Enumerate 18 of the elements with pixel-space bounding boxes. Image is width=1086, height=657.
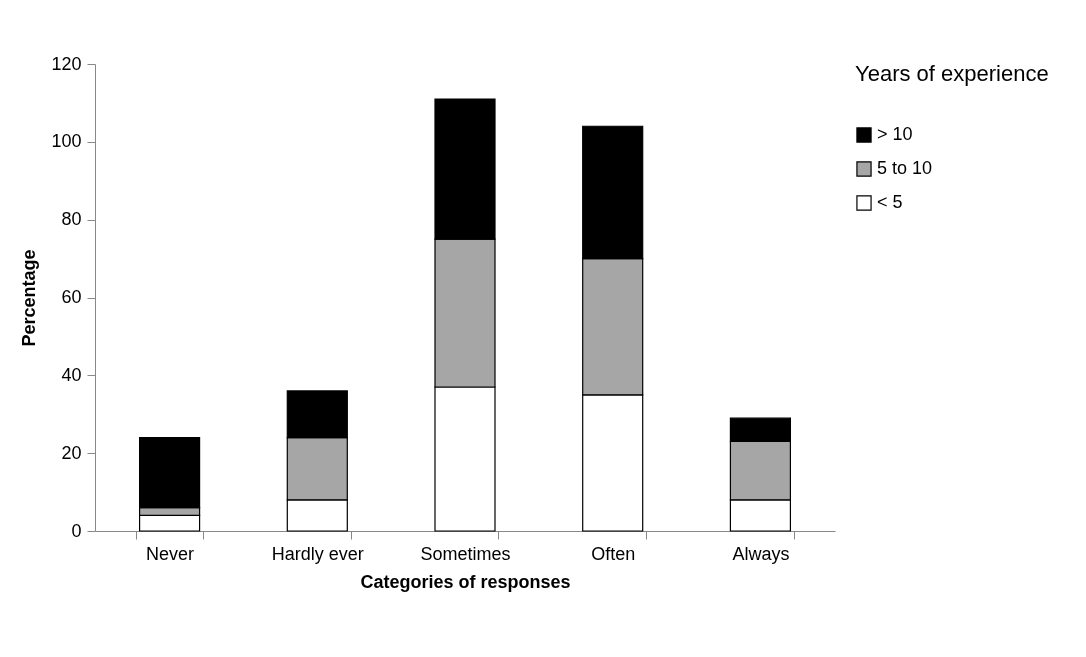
- legend-label: > 10: [877, 124, 913, 144]
- y-tick-label: 80: [61, 209, 82, 230]
- legend-title: Years of experience: [855, 61, 1049, 86]
- x-axis-title: Categories of responses: [360, 571, 571, 592]
- x-tick-label: Hardly ever: [271, 543, 364, 564]
- legend-label: < 5: [877, 192, 903, 212]
- y-tick-label: 100: [51, 131, 82, 152]
- y-tick-label: 20: [61, 442, 82, 463]
- y-tick-label: 40: [61, 364, 82, 385]
- y-tick-label: 120: [51, 53, 82, 74]
- x-tick-label: Never: [146, 543, 195, 564]
- x-tick-label: Sometimes: [420, 543, 511, 564]
- y-axis-title: Percentage: [19, 249, 40, 347]
- x-tick-label: Always: [732, 543, 790, 564]
- y-tick-label: 60: [61, 287, 82, 307]
- x-tick-label: Often: [591, 543, 636, 564]
- legend-label: 5 to 10: [877, 158, 933, 178]
- y-tick-label: 0: [71, 520, 82, 541]
